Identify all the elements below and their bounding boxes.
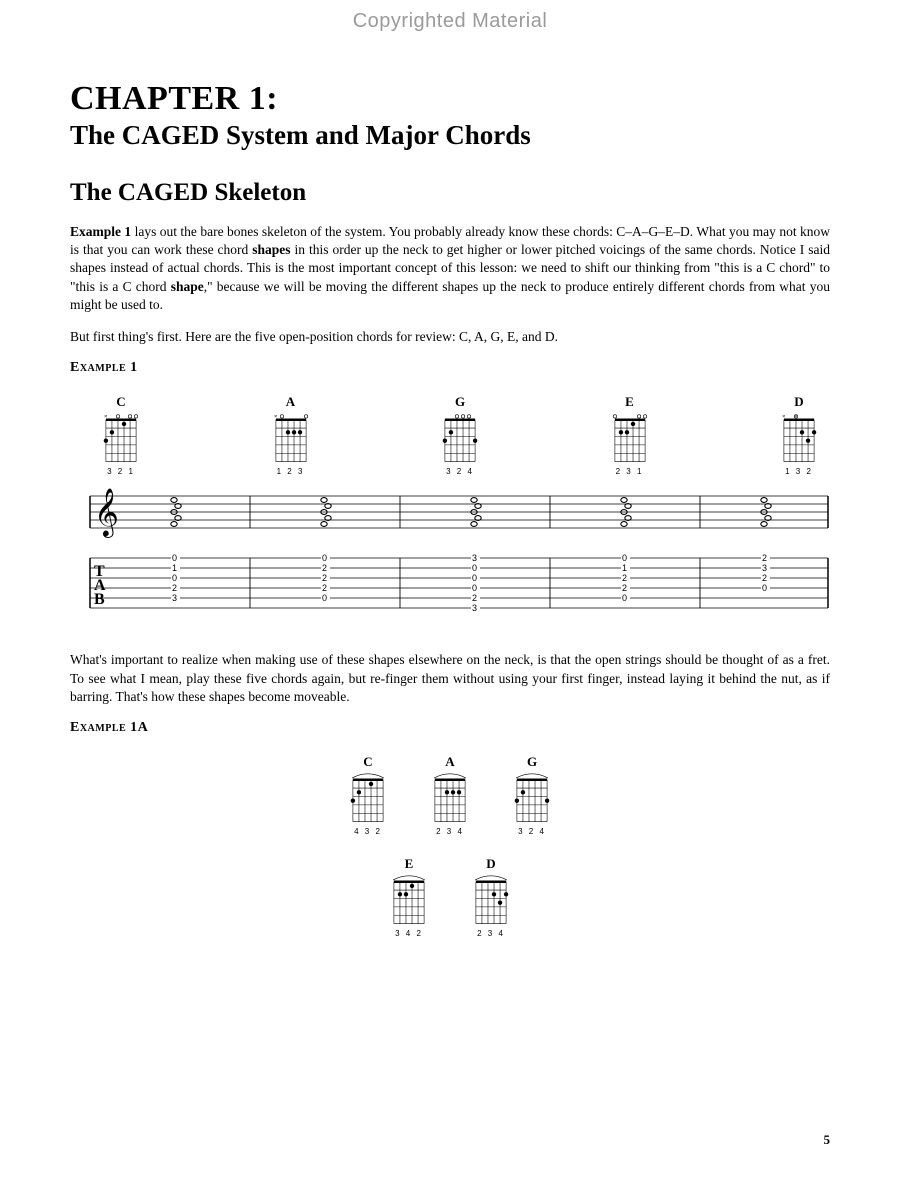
chord-name: E [625, 394, 634, 410]
chord-diagram: D×× 1 3 2 [778, 394, 820, 476]
chord-name: A [445, 754, 454, 770]
paragraph-1: Example 1 lays out the bare bones skelet… [70, 223, 830, 314]
chord-name: D [486, 856, 495, 872]
chord-diagram: E 2 3 1 [609, 394, 651, 476]
chord-fingering: 1 2 3 [277, 467, 305, 476]
svg-text:0: 0 [172, 553, 177, 563]
svg-text:3: 3 [762, 563, 767, 573]
chord-fingering: 1 3 2 [785, 467, 813, 476]
paragraph-3: What's important to realize when making … [70, 651, 830, 706]
svg-text:2: 2 [322, 583, 327, 593]
svg-text:2: 2 [762, 573, 767, 583]
chord-fingering: 2 3 4 [436, 827, 464, 836]
svg-text:2: 2 [622, 583, 627, 593]
chord-fingering: 2 3 4 [477, 929, 505, 938]
chord-fingering: 2 3 1 [616, 467, 644, 476]
chord-name: G [527, 754, 537, 770]
page-content: CHAPTER 1: The CAGED System and Major Ch… [0, 0, 900, 978]
svg-text:𝄞: 𝄞 [94, 488, 119, 538]
svg-text:0: 0 [472, 573, 477, 583]
chord-diagram: A 2 3 4 [429, 754, 471, 836]
svg-text:0: 0 [322, 593, 327, 603]
chord-fingering: 4 3 2 [354, 827, 382, 836]
example-1a-label: Example 1A [70, 720, 830, 736]
chord-diagram: C 4 3 2 [347, 754, 389, 836]
svg-text:2: 2 [622, 573, 627, 583]
svg-text:0: 0 [622, 553, 627, 563]
chord-name: A [286, 394, 295, 410]
example-1-chord-row: C×3 2 1 A× 1 2 3 G 3 2 4 E 2 3 1 D×× 1 3 2 [70, 394, 830, 476]
svg-text:B: B [94, 591, 105, 608]
chapter-title: The CAGED System and Major Chords [70, 120, 830, 151]
svg-text:0: 0 [762, 583, 767, 593]
svg-text:3: 3 [472, 603, 477, 613]
svg-text:2: 2 [172, 583, 177, 593]
chord-fingering: 3 2 1 [107, 467, 135, 476]
chord-name: C [116, 394, 125, 410]
paragraph-2: But first thing's first. Here are the fi… [70, 328, 830, 346]
page-number: 5 [824, 1132, 831, 1148]
svg-text:0: 0 [622, 593, 627, 603]
svg-text:2: 2 [762, 553, 767, 563]
chord-fingering: 3 2 4 [446, 467, 474, 476]
chord-diagram: G 3 2 4 [439, 394, 481, 476]
example-1-label: Example 1 [70, 360, 830, 376]
svg-text:0: 0 [172, 573, 177, 583]
chord-fingering: 3 4 2 [395, 929, 423, 938]
chord-name: G [455, 394, 465, 410]
chord-diagram: G 3 2 4 [511, 754, 553, 836]
chord-name: C [363, 754, 372, 770]
chord-diagram: A× 1 2 3 [270, 394, 312, 476]
chapter-number: CHAPTER 1: [70, 80, 830, 118]
svg-text:3: 3 [172, 593, 177, 603]
svg-text:1: 1 [622, 563, 627, 573]
chord-diagram: E 3 4 2 [388, 856, 430, 938]
chord-diagram: D 2 3 4 [470, 856, 512, 938]
chord-name: E [405, 856, 414, 872]
svg-text:0: 0 [472, 563, 477, 573]
example-1a-chords: C 4 3 2 A 2 3 4 G 3 2 4 E 3 4 2 D 2 3 4 [70, 754, 830, 938]
svg-text:0: 0 [472, 583, 477, 593]
svg-text:3: 3 [472, 553, 477, 563]
svg-text:1: 1 [172, 563, 177, 573]
section-heading: The CAGED Skeleton [70, 179, 830, 207]
staff-and-tab: 𝄞 T A B 0102302220300023012 [70, 486, 830, 626]
svg-text:2: 2 [322, 563, 327, 573]
chord-diagram: C×3 2 1 [100, 394, 142, 476]
svg-text:0: 0 [322, 553, 327, 563]
chord-name: D [794, 394, 803, 410]
chord-fingering: 3 2 4 [518, 827, 546, 836]
watermark: Copyrighted Material [0, 10, 900, 33]
para1-lead: Example 1 [70, 224, 131, 239]
svg-text:2: 2 [472, 593, 477, 603]
svg-text:2: 2 [322, 573, 327, 583]
